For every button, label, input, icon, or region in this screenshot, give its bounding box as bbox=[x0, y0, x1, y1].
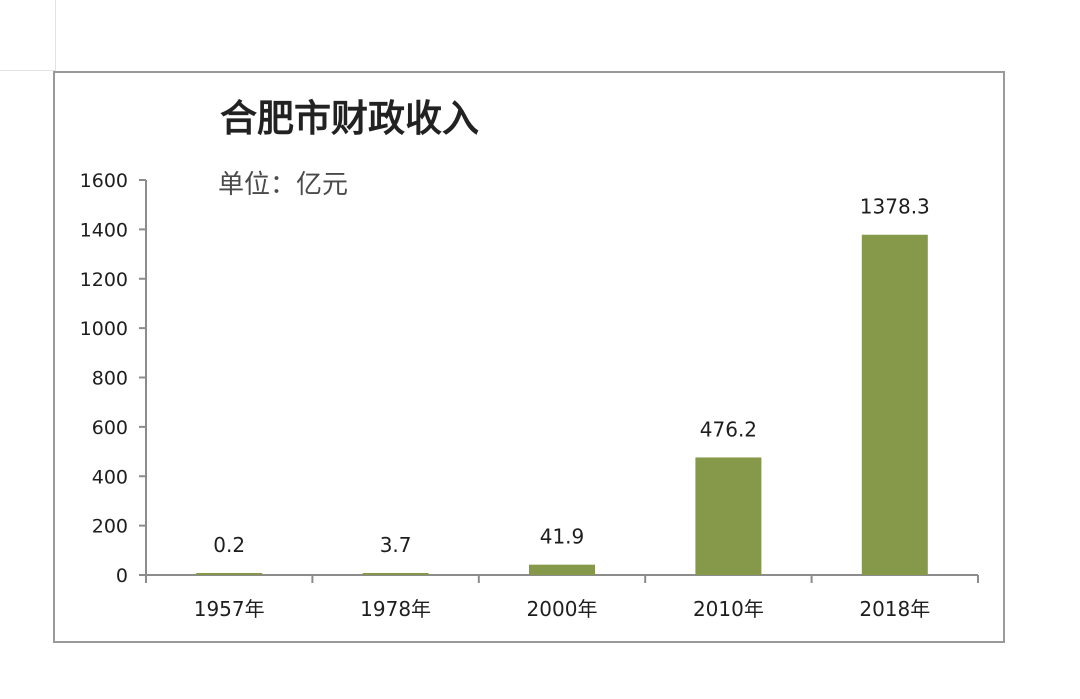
y-tick-label: 0 bbox=[116, 565, 128, 587]
y-tick-label: 400 bbox=[92, 466, 128, 488]
y-axis-ticks: 0 200 400 600 800 1000 1200 1400 1600 bbox=[80, 170, 146, 587]
x-category-label: 2000年 bbox=[527, 597, 598, 621]
y-tick-label: 1200 bbox=[80, 269, 128, 291]
data-label: 41.9 bbox=[540, 525, 585, 549]
y-tick-label: 200 bbox=[92, 516, 128, 538]
x-category-label: 2018年 bbox=[859, 597, 930, 621]
bar bbox=[861, 234, 928, 576]
y-tick-label: 600 bbox=[92, 417, 128, 439]
data-label: 3.7 bbox=[380, 533, 412, 557]
bar bbox=[362, 573, 429, 575]
bar bbox=[529, 564, 595, 575]
x-category-label: 2010年 bbox=[693, 597, 764, 621]
bar bbox=[695, 457, 762, 575]
x-category-label: 1978年 bbox=[360, 597, 431, 621]
data-labels: 0.2 3.7 41.9 476.2 1378.3 bbox=[213, 195, 929, 557]
data-label: 476.2 bbox=[700, 417, 757, 441]
data-label: 0.2 bbox=[213, 533, 245, 557]
x-axis-labels: 1957年 1978年 2000年 2010年 2018年 bbox=[194, 597, 931, 621]
bar bbox=[196, 573, 263, 575]
unit-note: 单位：亿元 bbox=[218, 170, 348, 200]
y-tick-label: 1400 bbox=[80, 219, 128, 241]
y-tick-label: 1600 bbox=[80, 170, 128, 192]
bars bbox=[196, 234, 928, 576]
x-category-label: 1957年 bbox=[194, 597, 265, 621]
corner-guide bbox=[0, 0, 56, 71]
axes bbox=[145, 180, 979, 583]
y-tick-label: 800 bbox=[92, 368, 128, 390]
data-label: 1378.3 bbox=[860, 195, 930, 219]
chart-title: 合肥市财政收入 bbox=[220, 97, 479, 140]
y-tick-label: 1000 bbox=[80, 318, 128, 340]
chart-frame bbox=[53, 71, 1005, 643]
